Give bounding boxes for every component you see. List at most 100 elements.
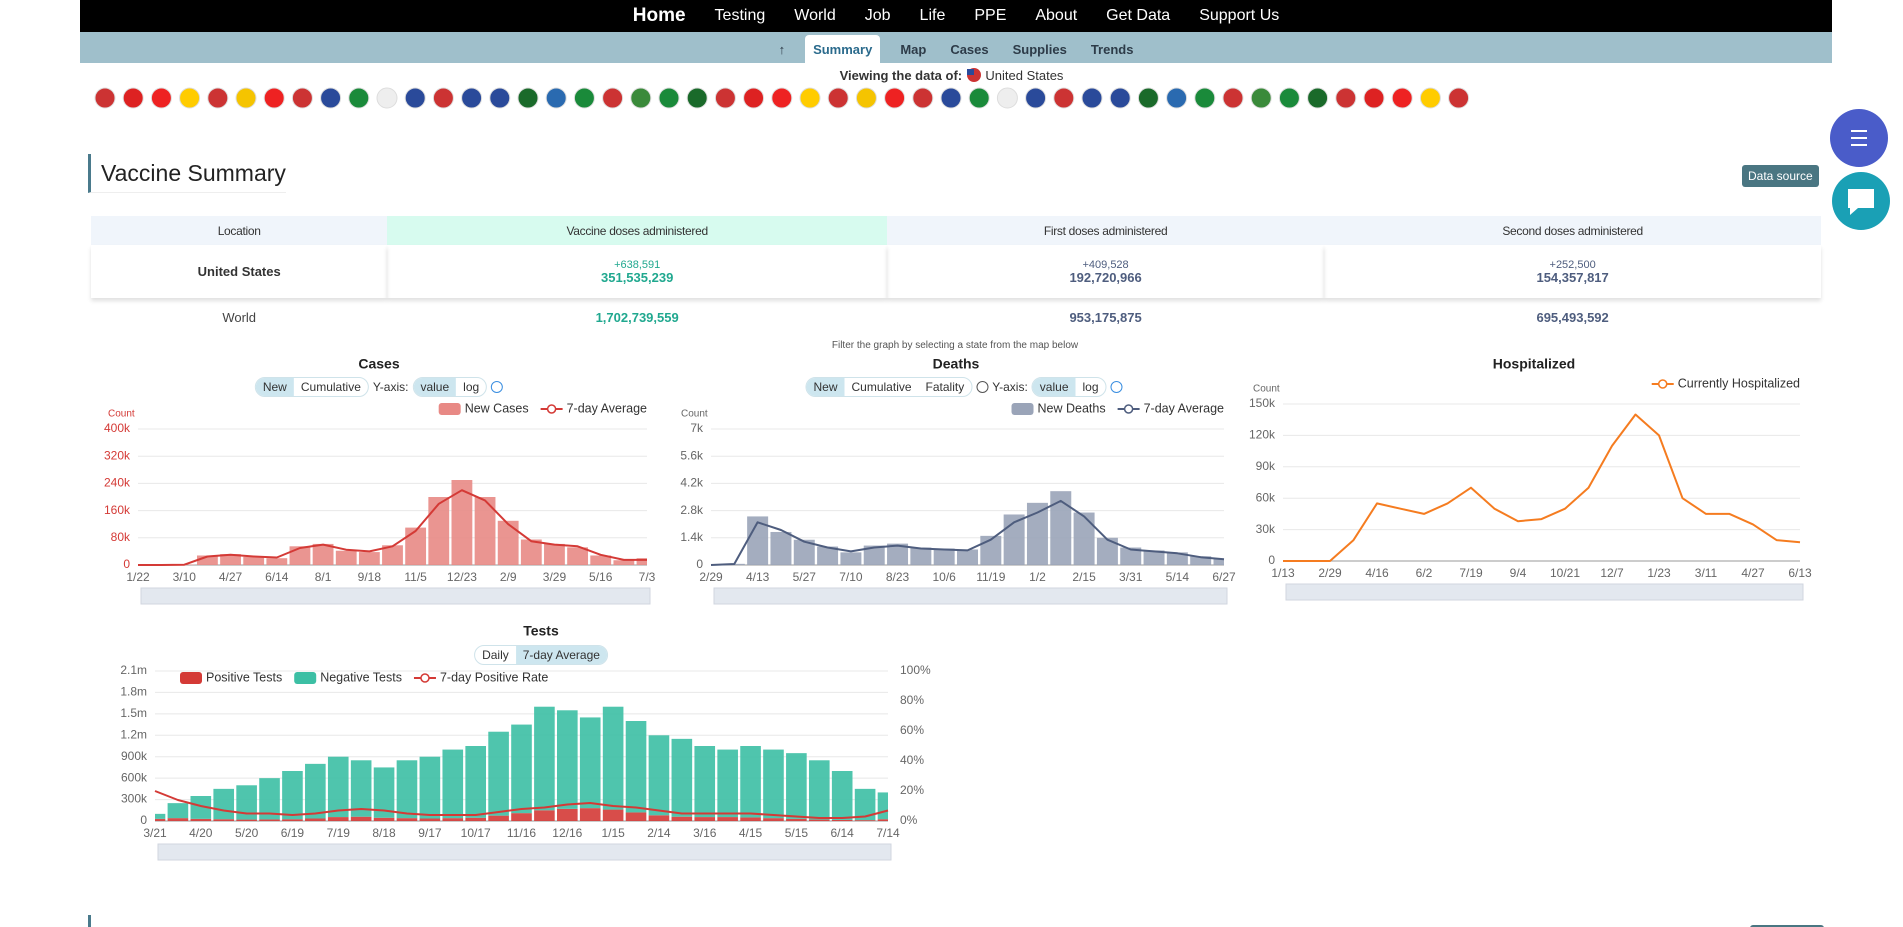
up-arrow[interactable]: ↑ — [778, 42, 786, 57]
x-tick-label: 3/16 — [693, 826, 717, 840]
bar — [717, 817, 738, 821]
y-tick-label: 2.8k — [680, 503, 704, 517]
x-tick-label: 7/19 — [327, 826, 351, 840]
column-header: Location — [91, 216, 388, 245]
change: +638,591 — [614, 258, 661, 271]
toggle-button[interactable]: New — [255, 378, 294, 396]
scale-button[interactable]: value — [413, 378, 457, 396]
y-tick-label: 60% — [900, 723, 924, 737]
chart-title: Hospitalized — [1493, 356, 1575, 372]
table-cell: World — [222, 309, 257, 325]
nav-item[interactable]: Get Data — [1106, 7, 1171, 24]
bar — [289, 546, 311, 565]
y-tick-label: 20% — [900, 783, 924, 797]
nav-item[interactable]: Support Us — [1199, 7, 1280, 24]
bar — [694, 746, 716, 818]
y-tick-label: 80% — [900, 693, 924, 707]
scale-button[interactable]: log — [1082, 380, 1099, 394]
chat-button[interactable] — [1832, 172, 1890, 230]
legend-swatch — [1123, 404, 1134, 414]
x-tick-label: 6/27 — [1212, 570, 1236, 584]
bar — [534, 706, 555, 811]
column-header: First doses administered — [886, 216, 1325, 245]
scale-button[interactable]: value — [1032, 378, 1076, 396]
x-tick-label: 7/19 — [1459, 566, 1483, 580]
bar — [327, 756, 349, 818]
y-tick-label: 7k — [690, 421, 704, 435]
sub-nav-item[interactable]: Summary — [805, 35, 881, 63]
sub-nav-item[interactable]: Map — [900, 42, 927, 57]
line — [1283, 413, 1801, 562]
bar — [648, 815, 670, 821]
y-tick-label: 150k — [1249, 396, 1276, 410]
bar — [887, 543, 909, 565]
y-tick-label: 0 — [696, 557, 703, 571]
nav-item[interactable]: About — [1035, 7, 1078, 24]
y-tick-label: 120k — [1249, 428, 1276, 442]
bar — [625, 812, 647, 821]
legend: New Deaths 7-day Average — [1011, 401, 1224, 415]
chart-controls: New Cumulative Fatality Y-axis: value log — [805, 377, 1123, 397]
bar — [488, 731, 509, 816]
x-tick-label: 6/14 — [265, 570, 289, 584]
bar — [312, 543, 334, 565]
bar — [590, 555, 612, 565]
scale-button[interactable]: log — [463, 380, 480, 394]
bar — [854, 820, 876, 821]
x-tick-label: 5/27 — [793, 570, 817, 584]
toggle-button[interactable]: New — [806, 378, 845, 396]
bar — [636, 558, 647, 565]
legend-swatch — [1657, 379, 1668, 389]
section-title: Vaccine Summary — [88, 154, 286, 193]
x-tick-label: 2/29 — [699, 570, 723, 584]
table-cell: +252,500 154,357,817 — [1324, 245, 1821, 298]
zoom-slider — [140, 587, 651, 605]
bar — [786, 753, 807, 819]
bar — [863, 545, 885, 565]
toggle-button[interactable]: Fatality — [925, 380, 965, 394]
sub-nav-item[interactable]: Trends — [1090, 42, 1134, 57]
top-nav: Home Testing World Job Life PPE About Get Data S… — [80, 0, 1832, 32]
sub-nav-item[interactable]: Cases — [950, 42, 989, 57]
chart-controls: New Cumulative Y-axis: value log — [254, 377, 504, 397]
sub-nav-item[interactable]: Supplies — [1012, 42, 1067, 57]
axis-toggle-label: Y-axis: — [372, 380, 409, 394]
line — [710, 499, 1225, 566]
legend: Currently Hospitalized — [1651, 376, 1800, 390]
info-icon — [976, 381, 989, 393]
x-tick-label: 3/10 — [173, 570, 197, 584]
x-tick-label: 5/16 — [589, 570, 613, 584]
nav-item[interactable]: Life — [919, 7, 946, 24]
toggle-button[interactable]: Daily — [482, 648, 509, 662]
viewing-location[interactable]: United States — [985, 68, 1064, 83]
legend-swatch — [546, 404, 557, 414]
legend: New Cases 7-day Average — [438, 401, 647, 415]
nav-item[interactable]: PPE — [974, 7, 1007, 24]
bar — [220, 554, 241, 565]
toggle-button[interactable]: 7-day Average — [515, 646, 607, 664]
bar — [497, 520, 519, 565]
toggle-button[interactable]: Cumulative — [851, 380, 912, 394]
bar — [613, 560, 635, 565]
x-tick-label: 10/21 — [1550, 566, 1580, 580]
y-axis-label: Count — [1253, 384, 1280, 395]
toggle-button[interactable]: Cumulative — [300, 380, 361, 394]
bar — [373, 767, 395, 818]
bar — [579, 717, 601, 809]
nav-item[interactable]: Testing — [714, 7, 766, 24]
data-source-button[interactable]: Data source — [1742, 165, 1819, 187]
menu-button[interactable] — [1830, 109, 1888, 167]
toggle-group: New Cumulative — [254, 377, 369, 397]
nav-item[interactable]: Home — [632, 5, 686, 26]
table-cell: 1,702,739,559 — [595, 309, 679, 325]
y-tick-label: 1.5m — [120, 706, 147, 720]
nav-item[interactable]: Job — [864, 7, 891, 24]
bar — [831, 819, 853, 821]
nav-item[interactable]: World — [794, 7, 836, 24]
bar — [786, 818, 807, 821]
x-tick-label: 4/16 — [1365, 566, 1389, 580]
x-tick-label: 7/14 — [876, 826, 900, 840]
bar — [671, 816, 693, 821]
bar — [259, 819, 280, 821]
x-tick-label: 4/13 — [746, 570, 770, 584]
